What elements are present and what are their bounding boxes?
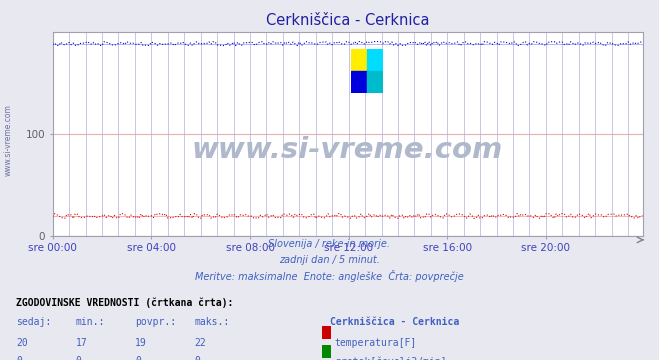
Title: Cerkniščica - Cerknica: Cerkniščica - Cerknica — [266, 13, 430, 28]
Text: temperatura[F]: temperatura[F] — [335, 338, 417, 348]
Text: 19: 19 — [135, 338, 147, 348]
Text: zadnji dan / 5 minut.: zadnji dan / 5 minut. — [279, 255, 380, 265]
Text: www.si-vreme.com: www.si-vreme.com — [3, 104, 13, 176]
Text: 0: 0 — [135, 356, 141, 360]
Text: 0: 0 — [194, 356, 200, 360]
Bar — [351, 71, 367, 94]
Text: Meritve: maksimalne  Enote: angleške  Črta: povprečje: Meritve: maksimalne Enote: angleške Črta… — [195, 270, 464, 282]
Text: povpr.:: povpr.: — [135, 317, 176, 327]
Text: Slovenija / reke in morje.: Slovenija / reke in morje. — [268, 239, 391, 249]
Text: 0: 0 — [16, 356, 22, 360]
Text: min.:: min.: — [76, 317, 105, 327]
Text: ZGODOVINSKE VREDNOSTI (črtkana črta):: ZGODOVINSKE VREDNOSTI (črtkana črta): — [16, 297, 234, 307]
Text: 0: 0 — [76, 356, 82, 360]
Text: 17: 17 — [76, 338, 88, 348]
Text: pretok[čevelj3/min]: pretok[čevelj3/min] — [335, 356, 446, 360]
Text: 22: 22 — [194, 338, 206, 348]
Bar — [367, 71, 383, 94]
Text: www.si-vreme.com: www.si-vreme.com — [192, 136, 503, 165]
Text: sedaj:: sedaj: — [16, 317, 51, 327]
Text: maks.:: maks.: — [194, 317, 229, 327]
Bar — [367, 49, 383, 71]
Text: 20: 20 — [16, 338, 28, 348]
Text: Cerkniščica - Cerknica: Cerkniščica - Cerknica — [330, 317, 459, 327]
Bar — [351, 49, 367, 71]
